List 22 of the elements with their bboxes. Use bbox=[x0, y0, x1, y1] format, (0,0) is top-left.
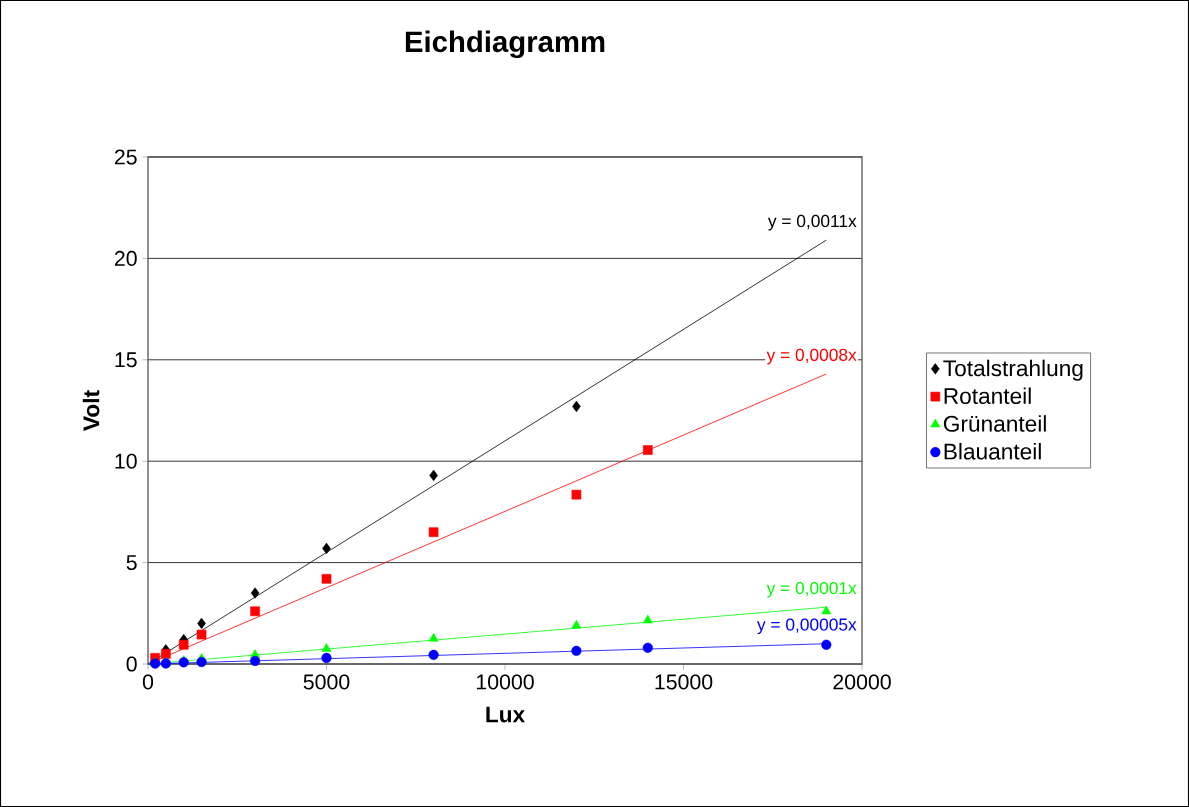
annotation: y = 0,0008x bbox=[766, 348, 857, 365]
y-tick-label: 25 bbox=[114, 149, 137, 165]
annotation: y = 0,00005x bbox=[757, 618, 857, 635]
annotation: y = 0,0001x bbox=[766, 581, 857, 598]
chart-title: Eichdiagramm bbox=[405, 30, 605, 59]
y-axis-title: Volt bbox=[82, 390, 100, 431]
y-tick-label: 0 bbox=[126, 656, 137, 672]
legend-label: Blauanteil bbox=[944, 442, 1041, 460]
legend-label: Grünanteil bbox=[943, 415, 1046, 432]
x-tick-label: 20000 bbox=[833, 674, 891, 690]
x-tick-label: 5000 bbox=[303, 674, 350, 690]
x-tick-label: 10000 bbox=[476, 674, 534, 690]
legend-label: Totalstrahlung bbox=[943, 359, 1083, 381]
legend-label: Rotanteil bbox=[944, 387, 1031, 405]
y-tick-label: 5 bbox=[126, 555, 137, 571]
y-tick-label: 10 bbox=[115, 453, 137, 469]
annotation: y = 0,0011x bbox=[767, 214, 857, 231]
x-axis-title: Lux bbox=[486, 706, 525, 723]
y-tick-label: 15 bbox=[115, 352, 137, 368]
x-tick-label: 15000 bbox=[655, 674, 713, 690]
x-tick-label: 0 bbox=[142, 674, 154, 690]
y-tick-label: 20 bbox=[114, 250, 137, 266]
